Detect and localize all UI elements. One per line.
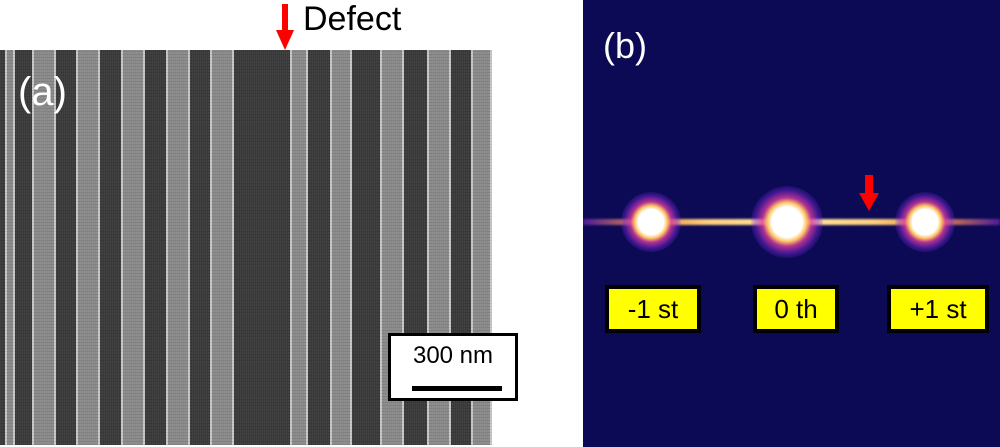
scale-bar-box: 300 nm: [388, 333, 518, 401]
line-stripe: [76, 50, 100, 445]
panel-b-label: (b): [603, 25, 647, 66]
defect-arrow-icon: [276, 4, 294, 50]
diffraction-spot-minus1: [621, 192, 681, 252]
order-label-minus1: -1 st: [605, 285, 701, 333]
line-stripe: [5, 50, 15, 445]
diffraction-spot-plus1: [895, 192, 955, 252]
diffraction-spot-0: [751, 186, 823, 258]
line-stripe: [290, 50, 308, 445]
panel-b-fft-image: (b) -1 st 0 th +1 st: [583, 0, 1000, 447]
defect-arrow-icon: [859, 175, 879, 211]
panel-a-label: (a): [18, 70, 67, 114]
order-label-0: 0 th: [753, 285, 839, 333]
scale-bar: [412, 386, 502, 391]
order-label-plus1: +1 st: [887, 285, 989, 333]
line-stripe: [121, 50, 145, 445]
line-stripe: [330, 50, 352, 445]
scale-bar-label: 300 nm: [412, 342, 494, 369]
defect-label: Defect: [303, 0, 402, 38]
line-stripe: [166, 50, 190, 445]
line-stripe: [210, 50, 234, 445]
line-stripe: [32, 50, 56, 445]
panel-a-sem-image: (a): [0, 50, 492, 445]
